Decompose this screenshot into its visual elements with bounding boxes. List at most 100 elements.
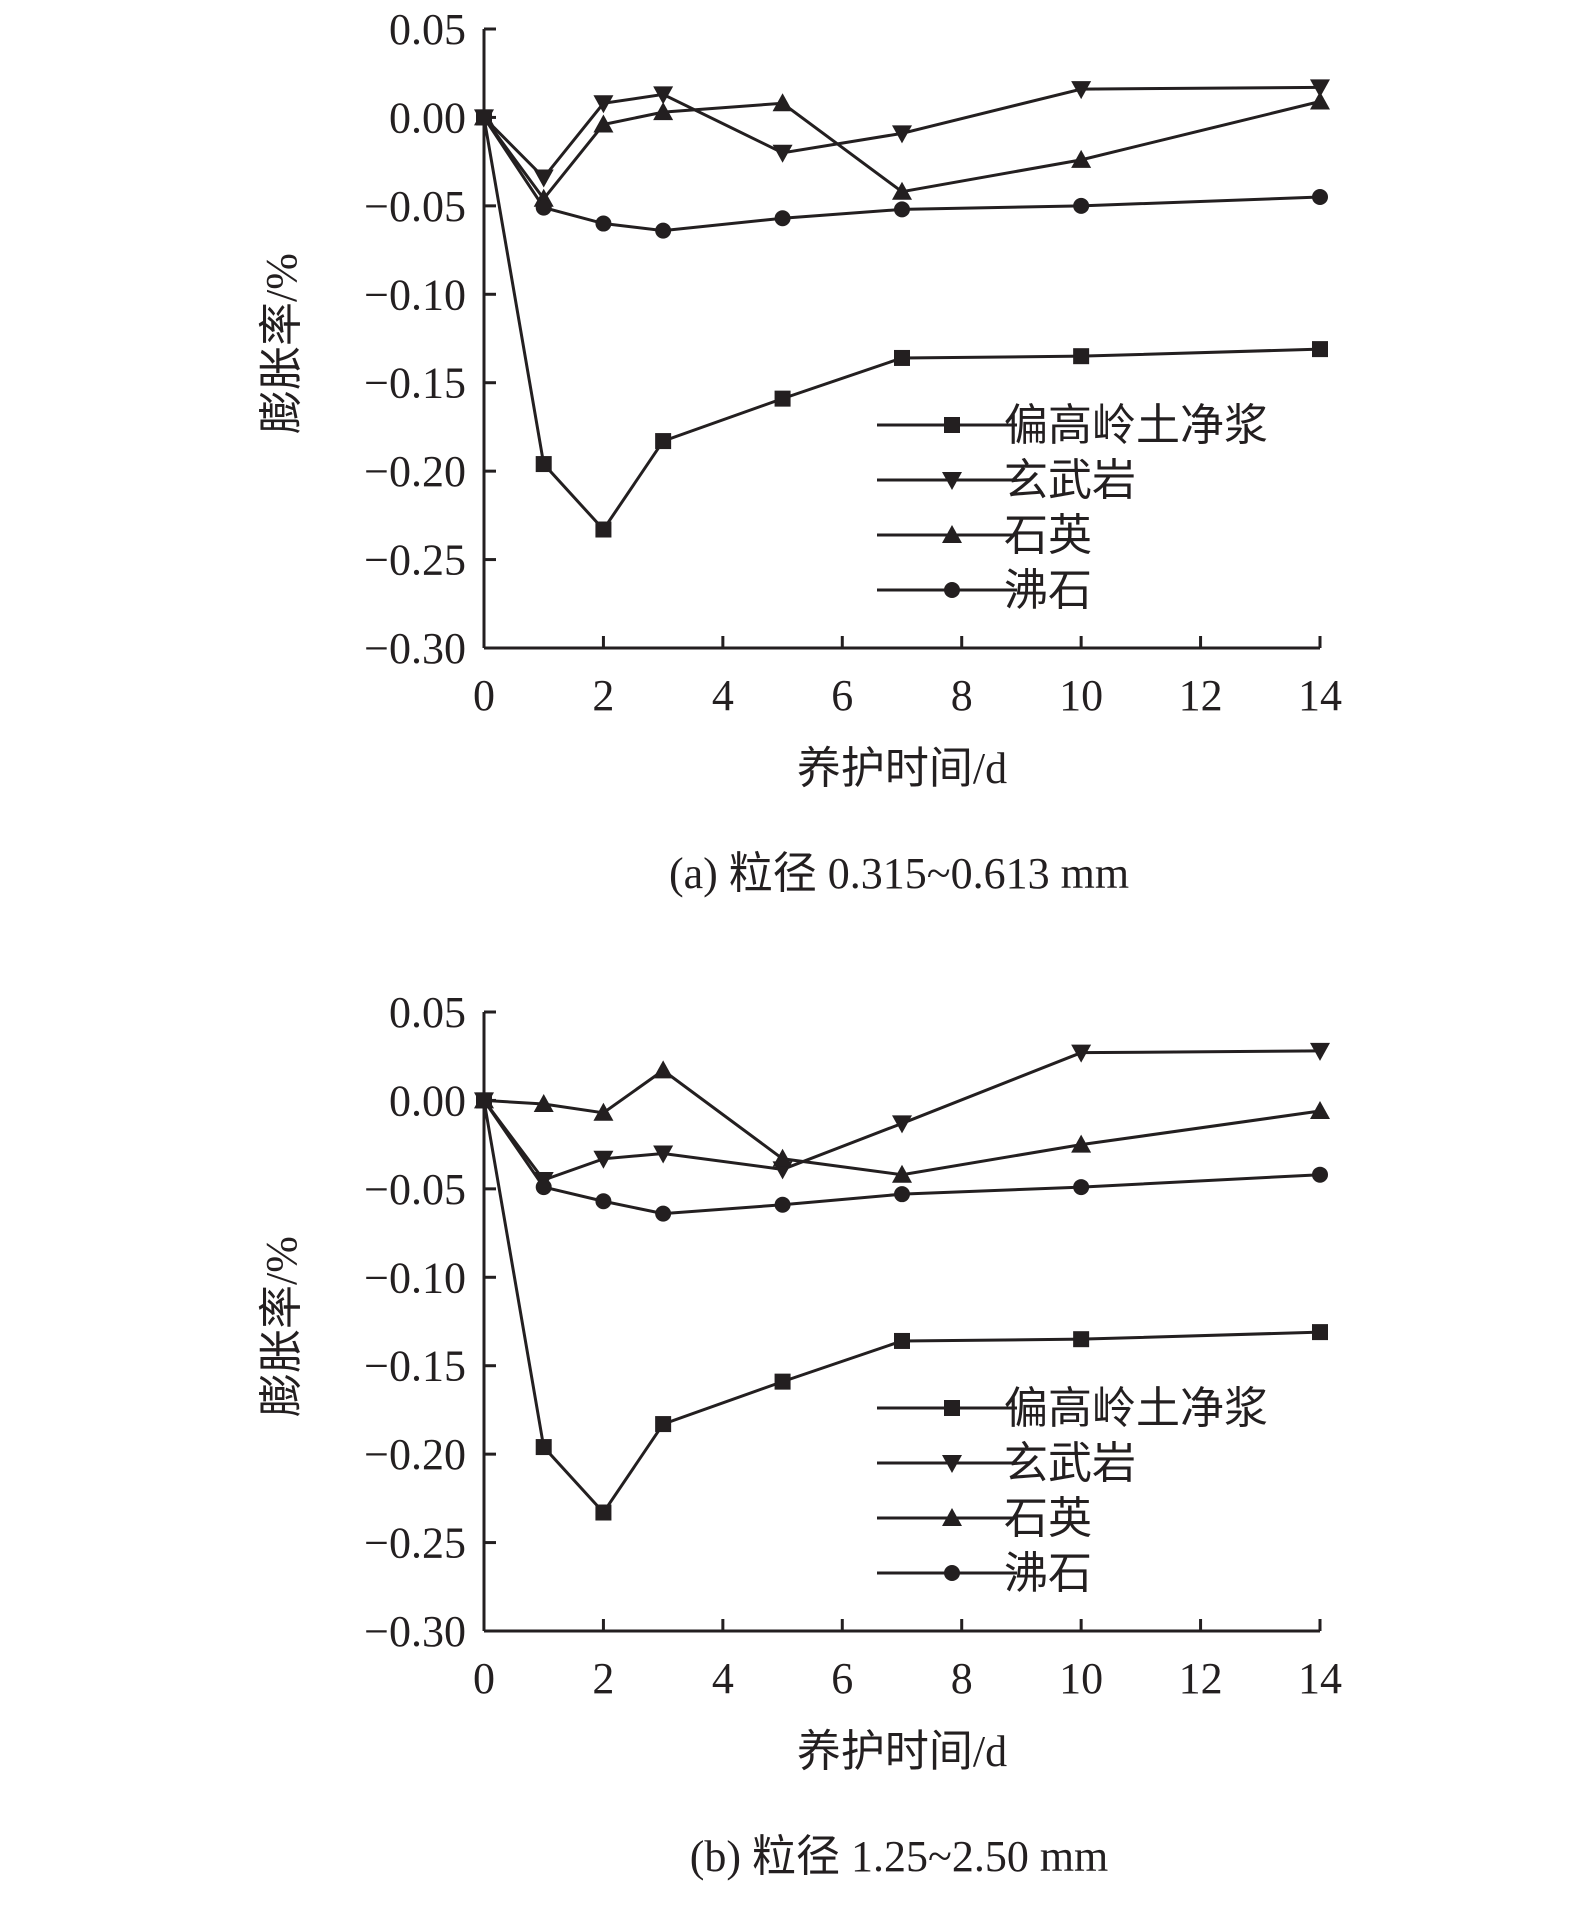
legend-label: 偏高岭土净浆 [1004, 401, 1268, 450]
figure: 0.05 0.00 −0.05 −0.10 −0.15 −0.20 −0.25 −0.30 0 2… [257, 5, 1342, 1881]
data-point [892, 181, 912, 200]
data-point [595, 521, 612, 538]
series-circle [476, 1092, 1328, 1222]
series-line [482, 1099, 1321, 1216]
x-tick-label: 14 [1298, 671, 1342, 720]
data-point [1312, 189, 1328, 206]
data-point [1310, 1042, 1330, 1061]
x-tick-label: 2 [592, 1654, 614, 1703]
series-line [483, 1068, 1321, 1177]
data-point [535, 456, 552, 473]
legend-marker [942, 1508, 962, 1526]
data-point [892, 1164, 912, 1183]
data-point [595, 1504, 612, 1521]
data-point [533, 169, 554, 188]
y-tick-label: −0.20 [364, 447, 466, 496]
data-point [894, 1186, 910, 1203]
data-point [1312, 1166, 1328, 1183]
legend-marker [942, 472, 962, 490]
x-tick-label: 0 [473, 1654, 495, 1703]
chart-b: 0.05 0.00 −0.05 −0.10 −0.15 −0.20 −0.25 −0.300 2… [257, 988, 1342, 1881]
data-point [1073, 348, 1090, 365]
data-point [655, 1205, 672, 1222]
legend-label: 偏高岭土净浆 [1004, 1384, 1268, 1433]
data-point [1310, 1101, 1330, 1120]
data-point [1073, 197, 1090, 214]
data-point [476, 109, 492, 126]
data-point [774, 390, 791, 407]
data-point [892, 125, 912, 144]
data-point [593, 95, 614, 114]
data-point [894, 201, 910, 218]
data-point [1071, 81, 1092, 100]
data-point [476, 1092, 492, 1109]
axes: 0.05 0.00 −0.05 −0.10 −0.15 −0.20 −0.25 −0.300 2… [364, 988, 1342, 1703]
x-tick-label: 12 [1179, 671, 1223, 720]
series-triangle-up [474, 1060, 1330, 1183]
data-point [772, 1148, 793, 1167]
chart-caption: (b) 粒径 1.25~2.50 mm [690, 1832, 1109, 1881]
legend-marker [942, 525, 962, 543]
data-point [595, 215, 612, 232]
data-point [892, 1115, 912, 1134]
series-line [482, 1049, 1321, 1182]
x-tick-label: 10 [1059, 671, 1103, 720]
legend-item: 沸石 [877, 566, 1092, 615]
legend-item: 偏高岭土净浆 [877, 1384, 1268, 1433]
legend-label: 玄武岩 [1004, 1439, 1136, 1488]
data-point [1310, 91, 1330, 110]
legend-label: 石英 [1004, 1494, 1092, 1543]
series-line [482, 1100, 1321, 1515]
x-tick-label: 6 [831, 1654, 853, 1703]
data-point [655, 1416, 672, 1433]
data-point [1071, 1134, 1092, 1153]
y-tick-label: −0.05 [364, 1165, 466, 1214]
data-point [894, 349, 910, 366]
y-tick-label: 0.00 [389, 1076, 466, 1125]
data-point [774, 1196, 791, 1213]
x-tick-label: 4 [712, 1654, 734, 1703]
y-tick-label: −0.30 [364, 624, 466, 673]
data-point [1073, 1331, 1090, 1348]
data-point [772, 93, 793, 112]
data-point [535, 1439, 552, 1456]
data-point [655, 222, 672, 239]
x-tick-label: 4 [712, 671, 734, 720]
y-tick-label: 0.00 [389, 93, 466, 142]
x-tick-label: 8 [951, 1654, 973, 1703]
series-line [482, 117, 1321, 532]
axes: 0.05 0.00 −0.05 −0.10 −0.15 −0.20 −0.25 −0.300 2… [364, 5, 1342, 720]
x-tick-label: 2 [592, 671, 614, 720]
series-line [482, 100, 1321, 202]
legend-marker [944, 417, 960, 433]
data-point [535, 199, 552, 216]
y-axis-label: 膨胀率/% [257, 1236, 306, 1417]
y-tick-label: −0.20 [364, 1430, 466, 1479]
legend-label: 沸石 [1004, 1549, 1092, 1598]
legend-marker [944, 1400, 960, 1416]
chart-a: 0.05 0.00 −0.05 −0.10 −0.15 −0.20 −0.25 −0.300 2… [257, 5, 1342, 898]
x-tick-label: 10 [1059, 1654, 1103, 1703]
data-point [653, 1145, 674, 1164]
legend-label: 玄武岩 [1004, 456, 1136, 505]
y-tick-label: −0.15 [364, 1342, 466, 1391]
legend-marker [944, 1565, 960, 1581]
chart-caption: (a) 粒径 0.315~0.613 mm [669, 849, 1129, 898]
data-point [774, 1373, 791, 1390]
x-tick-label: 0 [473, 671, 495, 720]
legend-label: 沸石 [1004, 566, 1092, 615]
data-point [1071, 149, 1092, 168]
y-tick-label: −0.25 [364, 1519, 466, 1568]
series-triangle-down [474, 79, 1330, 188]
data-point [1312, 1324, 1328, 1341]
data-point [593, 114, 614, 133]
legend-item: 石英 [877, 1494, 1092, 1543]
y-tick-label: 0.05 [389, 988, 466, 1037]
legend-item: 玄武岩 [877, 1439, 1136, 1488]
series-square [476, 109, 1328, 538]
legend-item: 偏高岭土净浆 [877, 401, 1268, 450]
legend-item: 玄武岩 [877, 456, 1136, 505]
data-point [653, 86, 674, 105]
x-axis-label: 养护时间/d [797, 744, 1007, 793]
